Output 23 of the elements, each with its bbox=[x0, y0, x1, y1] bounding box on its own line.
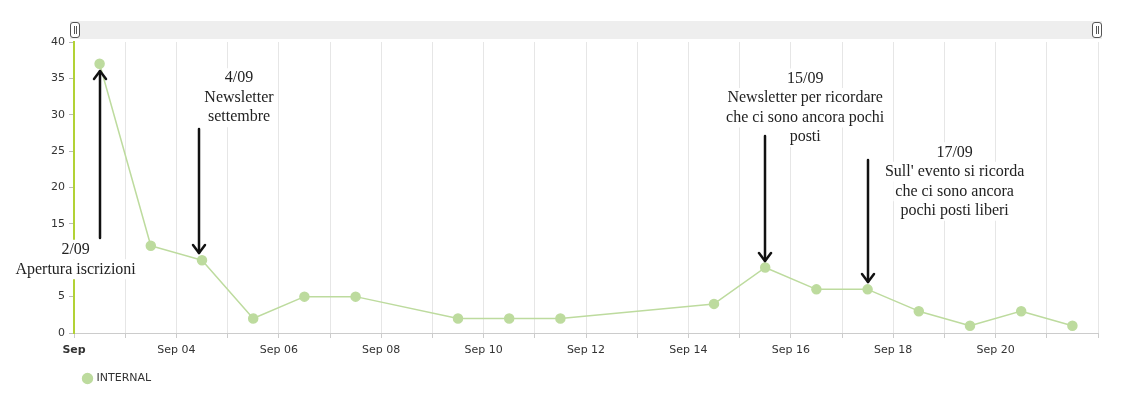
annotation: 15/09 Newsletter per ricordare che ci sono ancora pochi posti bbox=[726, 68, 885, 146]
y-tick-label: 20 bbox=[51, 180, 65, 194]
annotation: 17/09 Sull' evento si ricorda che ci sono ancora pochi posti liberi bbox=[884, 142, 1025, 220]
x-tick-label: Sep 18 bbox=[874, 343, 913, 357]
y-tick-label: 0 bbox=[58, 325, 65, 339]
annotation: 4/09 Newsletter settembre bbox=[204, 68, 275, 125]
y-tick-label: 25 bbox=[51, 143, 65, 157]
x-tick-label: Sep 16 bbox=[771, 343, 810, 357]
x-tick-label: Sep bbox=[62, 343, 86, 357]
x-tick-label: Sep 12 bbox=[566, 343, 606, 357]
y-tick-label: 15 bbox=[51, 216, 65, 230]
annotation: 2/09 Apertura iscrizioni bbox=[15, 240, 137, 278]
y-tick-label: 35 bbox=[51, 71, 65, 85]
y-tick-label: 5 bbox=[58, 289, 65, 303]
y-tick-label: 30 bbox=[51, 107, 65, 121]
y-tick-label: 40 bbox=[51, 34, 65, 48]
x-tick-label: Sep 20 bbox=[976, 343, 1015, 357]
x-tick-label: Sep 06 bbox=[259, 343, 298, 357]
x-tick-label: Sep 14 bbox=[669, 343, 708, 357]
x-tick-label: Sep 08 bbox=[362, 343, 401, 357]
legend-label: INTERNAL bbox=[96, 371, 153, 385]
x-tick-label: Sep 10 bbox=[464, 343, 503, 357]
x-tick-label: Sep 04 bbox=[157, 343, 196, 357]
